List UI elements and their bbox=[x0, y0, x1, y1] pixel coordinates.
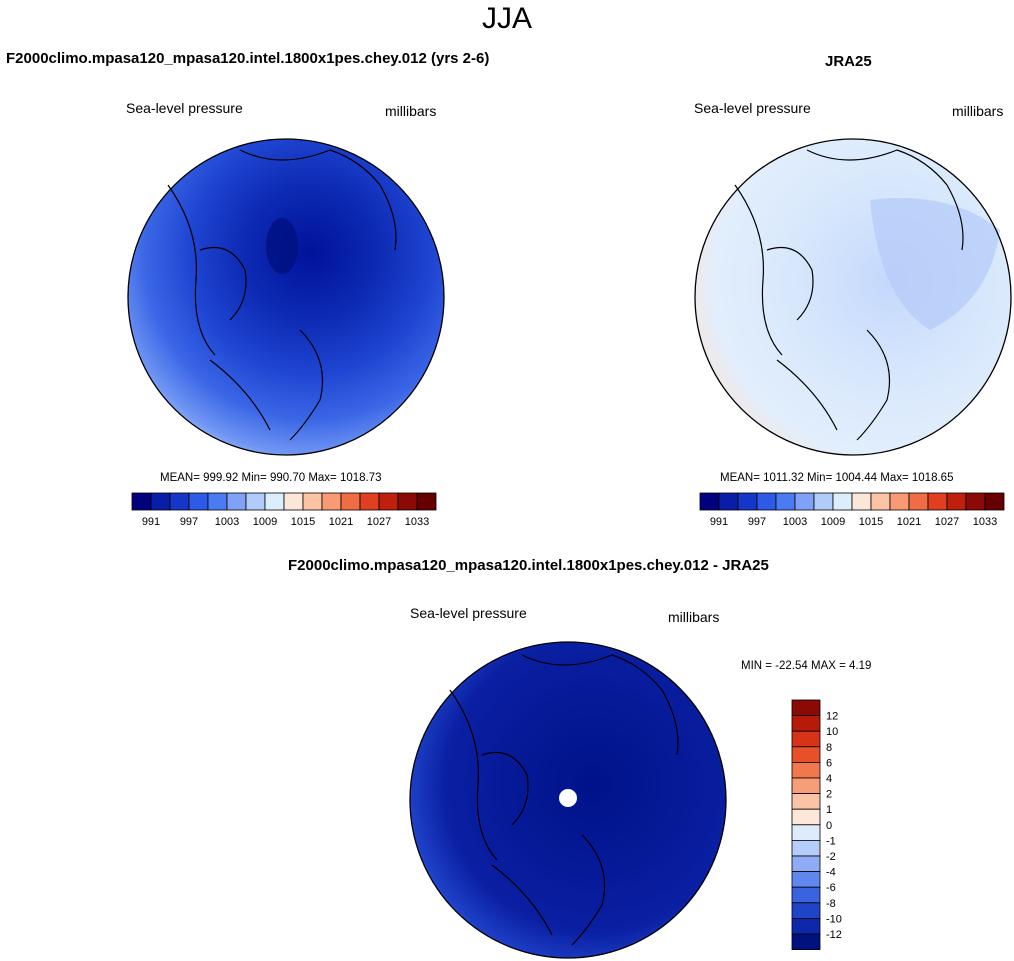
colorbar-swatch bbox=[791, 917, 821, 935]
colorbar-tick-label: 1015 bbox=[859, 516, 883, 528]
diff-stats: MIN = -22.54 MAX = 4.19 bbox=[741, 660, 872, 672]
colorbar-swatch bbox=[791, 808, 821, 826]
colorbar-swatch bbox=[851, 492, 872, 511]
colorbar-tick-label: 997 bbox=[748, 516, 766, 528]
colorbar-swatch bbox=[791, 824, 821, 841]
colorbar-tick-label: 1015 bbox=[291, 516, 315, 528]
obs-units-label: millibars bbox=[952, 103, 1004, 119]
colorbar-swatch bbox=[264, 492, 285, 511]
colorbar-tick-label: 1027 bbox=[935, 516, 959, 528]
colorbar-swatch bbox=[791, 871, 821, 888]
colorbar-swatch bbox=[188, 492, 209, 511]
colorbar-tick-label: -8 bbox=[826, 898, 836, 910]
colorbar-tick-label: 10 bbox=[826, 726, 838, 738]
colorbar-tick-label: 0 bbox=[826, 820, 832, 832]
colorbar-tick-label: 1033 bbox=[405, 516, 429, 528]
diff-variable-label: Sea-level pressure bbox=[410, 605, 527, 621]
colorbar-swatch bbox=[131, 492, 152, 511]
colorbar-swatch bbox=[359, 492, 380, 511]
colorbar-tick-label: 1 bbox=[826, 804, 832, 816]
obs-variable-label: Sea-level pressure bbox=[694, 100, 811, 116]
colorbar-tick-label: 997 bbox=[180, 516, 198, 528]
colorbar-swatch bbox=[908, 492, 929, 511]
colorbar-tick-label: 1021 bbox=[897, 516, 921, 528]
colorbar-swatch bbox=[889, 492, 910, 511]
colorbar-tick-label: 1027 bbox=[367, 516, 391, 528]
model-panel-title: F2000climo.mpasa120_mpasa120.intel.1800x… bbox=[6, 50, 490, 67]
colorbar-tick-label: 1009 bbox=[821, 516, 845, 528]
colorbar-swatch bbox=[791, 855, 821, 873]
colorbar-swatch bbox=[416, 492, 437, 511]
colorbar-swatch bbox=[791, 715, 821, 732]
obs-panel-title: JRA25 bbox=[825, 53, 872, 70]
colorbar-swatch bbox=[150, 492, 171, 511]
colorbar-swatch bbox=[340, 492, 361, 511]
diff-panel-title: F2000climo.mpasa120_mpasa120.intel.1800x… bbox=[288, 557, 769, 574]
colorbar-tick-label: -6 bbox=[826, 882, 836, 894]
colorbar-swatch bbox=[791, 839, 821, 857]
colorbar-swatch bbox=[791, 730, 821, 748]
colorbar-swatch bbox=[302, 492, 323, 511]
colorbar-tick-label: 991 bbox=[710, 516, 728, 528]
colorbar-tick-label: -12 bbox=[826, 929, 842, 941]
obs-colorbar: 991 997 1003 1009 1015 1021 1027 1033 bbox=[699, 492, 1005, 528]
colorbar-swatch bbox=[245, 492, 266, 511]
colorbar-swatch bbox=[775, 492, 796, 511]
colorbar-tick-label: 1009 bbox=[253, 516, 277, 528]
obs-polar-map bbox=[694, 138, 1012, 456]
colorbar-tick-label: 12 bbox=[826, 711, 838, 723]
colorbar-swatch bbox=[699, 492, 720, 511]
diff-units-label: millibars bbox=[668, 609, 720, 625]
diff-polar-map bbox=[409, 641, 727, 959]
colorbar-tick-label: 4 bbox=[826, 773, 832, 785]
colorbar-swatch bbox=[927, 492, 948, 511]
colorbar-swatch bbox=[737, 492, 758, 511]
colorbar-swatch bbox=[756, 492, 777, 511]
colorbar-swatch bbox=[870, 492, 891, 511]
model-colorbar: 991 997 1003 1009 1015 1021 1027 1033 bbox=[131, 492, 437, 528]
colorbar-tick-label: -2 bbox=[826, 851, 836, 863]
colorbar-swatch bbox=[283, 492, 304, 511]
colorbar-swatch bbox=[207, 492, 228, 511]
colorbar-swatch bbox=[718, 492, 739, 511]
model-stats: MEAN= 999.92 Min= 990.70 Max= 1018.73 bbox=[160, 472, 382, 484]
model-units-label: millibars bbox=[385, 103, 437, 119]
colorbar-tick-label: -1 bbox=[826, 835, 836, 847]
obs-stats: MEAN= 1011.32 Min= 1004.44 Max= 1018.65 bbox=[720, 472, 954, 484]
colorbar-tick-label: -10 bbox=[826, 913, 842, 925]
colorbar-tick-label: -4 bbox=[826, 867, 836, 879]
colorbar-swatch bbox=[965, 492, 986, 511]
colorbar-swatch bbox=[791, 793, 821, 810]
colorbar-swatch bbox=[397, 492, 418, 511]
colorbar-tick-label: 8 bbox=[826, 742, 832, 754]
colorbar-swatch bbox=[813, 492, 834, 511]
colorbar-swatch bbox=[791, 886, 821, 904]
colorbar-swatch bbox=[791, 933, 821, 951]
colorbar-swatch bbox=[791, 699, 821, 717]
colorbar-tick-label: 991 bbox=[142, 516, 160, 528]
colorbar-swatch bbox=[984, 492, 1005, 511]
colorbar-swatch bbox=[791, 746, 821, 763]
colorbar-swatch bbox=[378, 492, 399, 511]
colorbar-tick-label: 6 bbox=[826, 757, 832, 769]
colorbar-swatch bbox=[791, 902, 821, 919]
colorbar-swatch bbox=[791, 777, 821, 795]
model-variable-label: Sea-level pressure bbox=[126, 100, 243, 116]
colorbar-swatch bbox=[946, 492, 967, 511]
season-title: JJA bbox=[481, 2, 532, 35]
colorbar-tick-label: 1003 bbox=[783, 516, 807, 528]
colorbar-swatch bbox=[321, 492, 342, 511]
colorbar-swatch bbox=[226, 492, 247, 511]
colorbar-tick-label: 1003 bbox=[215, 516, 239, 528]
colorbar-tick-label: 1021 bbox=[329, 516, 353, 528]
model-polar-map bbox=[127, 138, 445, 456]
colorbar-swatch bbox=[791, 762, 821, 779]
colorbar-tick-label: 2 bbox=[826, 789, 832, 801]
colorbar-swatch bbox=[832, 492, 853, 511]
colorbar-swatch bbox=[169, 492, 190, 511]
colorbar-tick-label: 1033 bbox=[973, 516, 997, 528]
colorbar-swatch bbox=[794, 492, 815, 511]
